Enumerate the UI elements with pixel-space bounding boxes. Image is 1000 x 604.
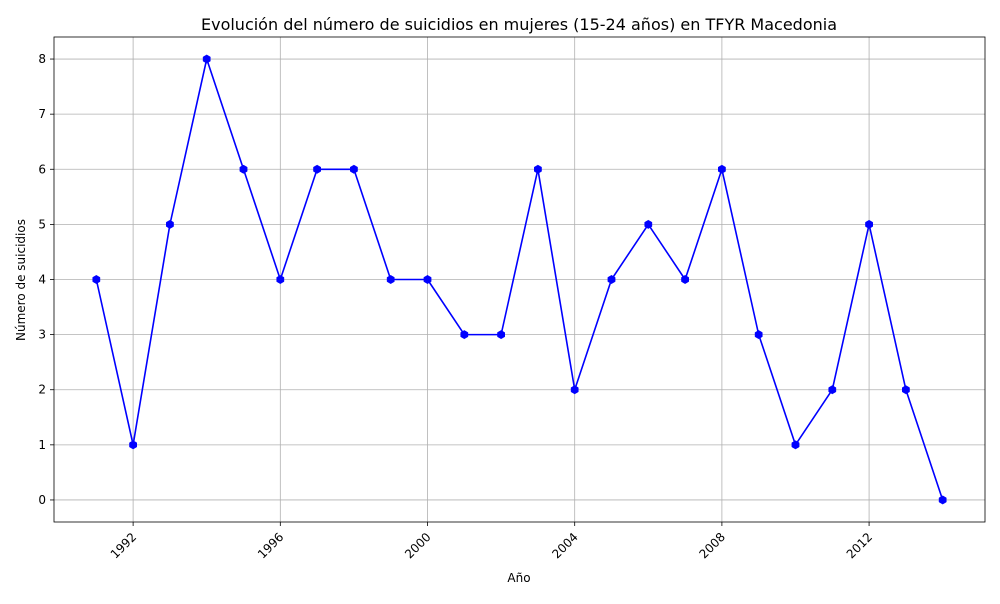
data-point-marker [497, 330, 505, 340]
y-tick-label: 3 [38, 328, 46, 342]
data-point-marker [681, 275, 689, 284]
data-point-marker [754, 330, 763, 340]
data-point-marker [460, 330, 469, 340]
y-tick-label: 6 [38, 162, 46, 176]
data-point-marker [644, 219, 653, 229]
chart-title: Evolución del número de suicidios en muj… [201, 15, 837, 34]
data-point-marker [865, 219, 873, 229]
data-point-marker [202, 54, 211, 64]
series-line [95, 58, 944, 501]
data-point-marker [92, 275, 101, 284]
data-point-marker [570, 385, 579, 395]
data-point-marker [313, 164, 321, 174]
series-layer [92, 54, 947, 505]
y-tick-label: 7 [38, 107, 46, 121]
data-point-marker [276, 275, 285, 284]
data-point-marker [129, 440, 137, 450]
y-tick-label: 5 [38, 217, 46, 231]
y-tick-label: 1 [38, 438, 46, 452]
data-point-marker [534, 164, 542, 174]
data-point-marker [239, 164, 248, 174]
data-point-marker [386, 275, 395, 284]
y-tick-label: 4 [38, 273, 46, 287]
data-point-marker [607, 275, 616, 284]
y-tick-label: 0 [38, 493, 46, 507]
y-tick-label: 2 [38, 383, 46, 397]
data-point-marker [166, 219, 174, 229]
y-axis-label: Número de suicidios [14, 219, 28, 341]
data-point-marker [902, 385, 910, 395]
x-axis-label: Año [507, 571, 530, 585]
y-tick-label: 8 [38, 52, 46, 66]
data-point-marker [828, 385, 837, 395]
data-point-marker [718, 164, 726, 174]
grid [54, 37, 985, 522]
axes [50, 36, 986, 526]
data-point-marker [350, 164, 358, 174]
data-point-marker [423, 275, 432, 284]
data-point-marker [938, 495, 947, 505]
data-point-marker [791, 440, 800, 450]
